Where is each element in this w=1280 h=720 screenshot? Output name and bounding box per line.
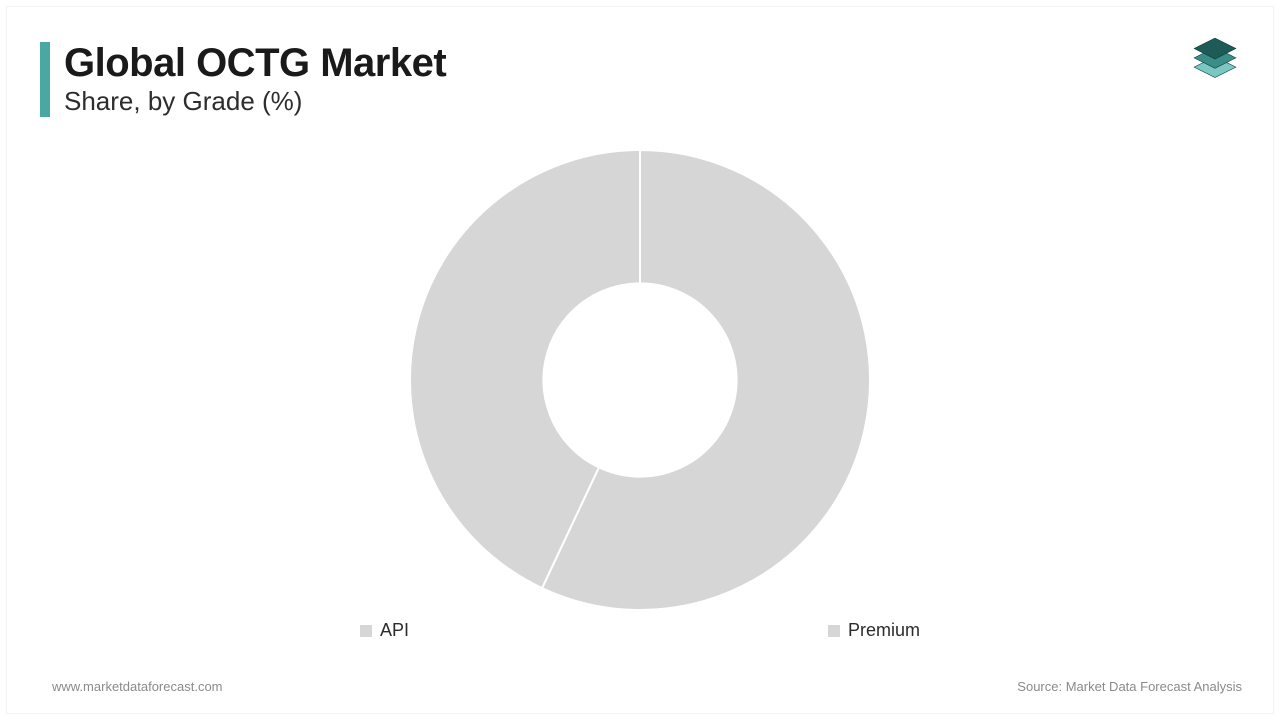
legend-swatch-icon	[828, 625, 840, 637]
page-subtitle: Share, by Grade (%)	[64, 86, 446, 117]
chart-legend: API Premium	[320, 620, 960, 641]
legend-swatch-icon	[360, 625, 372, 637]
page-title: Global OCTG Market	[64, 42, 446, 84]
footer-website: www.marketdataforecast.com	[52, 679, 223, 694]
legend-label: Premium	[848, 620, 920, 641]
legend-item-premium: Premium	[828, 620, 920, 641]
brand-logo-icon	[1186, 30, 1244, 88]
footer-source: Source: Market Data Forecast Analysis	[1017, 679, 1242, 694]
title-block: Global OCTG Market Share, by Grade (%)	[40, 42, 446, 117]
title-text-group: Global OCTG Market Share, by Grade (%)	[64, 42, 446, 117]
legend-label: API	[380, 620, 409, 641]
donut-chart	[410, 150, 870, 610]
donut-svg	[410, 150, 870, 610]
title-accent-bar	[40, 42, 50, 117]
legend-item-api: API	[360, 620, 409, 641]
